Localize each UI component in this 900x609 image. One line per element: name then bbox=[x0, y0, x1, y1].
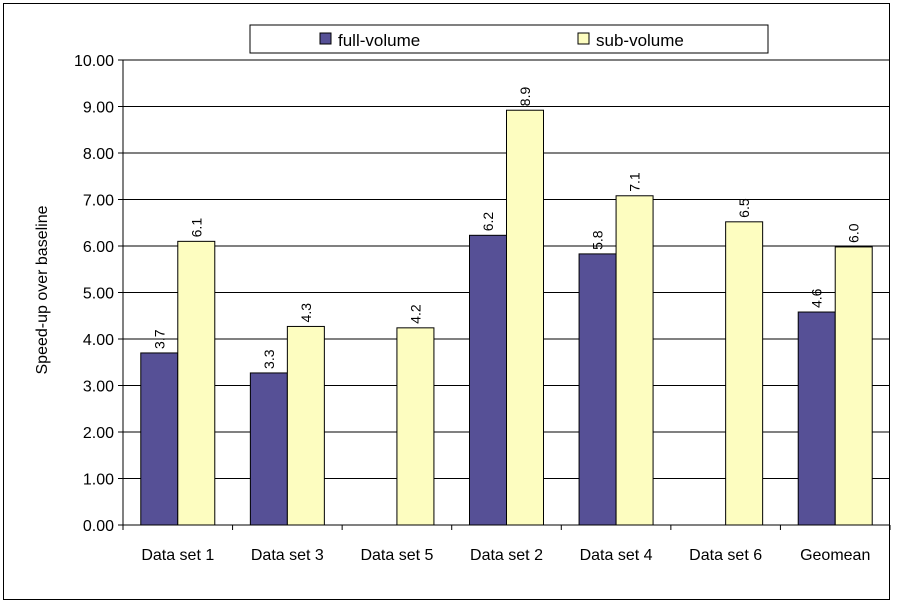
data-label-sub-volume: 4.3 bbox=[298, 303, 314, 323]
data-label-full-volume: 5.8 bbox=[590, 230, 606, 250]
bar-sub-volume bbox=[177, 240, 216, 526]
data-label-full-volume: 6.2 bbox=[480, 212, 496, 232]
bar-full-volume bbox=[578, 253, 617, 526]
axes bbox=[118, 59, 891, 530]
category-label: Data set 3 bbox=[251, 547, 324, 564]
legend-label-full-volume: full-volume bbox=[338, 31, 420, 50]
data-label-sub-volume: 8.9 bbox=[517, 87, 533, 107]
category-label: Data set 6 bbox=[689, 547, 762, 564]
legend-label-sub-volume: sub-volume bbox=[596, 31, 684, 50]
y-tick-label: 0.00 bbox=[83, 518, 114, 535]
bar-sub-volume bbox=[506, 109, 544, 526]
category-label: Data set 4 bbox=[580, 547, 653, 564]
labels: 0.00 1.00 2.00 3.00 4.00 5.00 6.00 7.00 8.00 9.00… bbox=[74, 53, 870, 564]
y-axis-title: Speed-up over baseline bbox=[34, 205, 51, 374]
data-label-sub-volume: 4.2 bbox=[407, 304, 423, 324]
bar-sub-volume bbox=[725, 221, 764, 526]
bar-full-volume bbox=[797, 311, 836, 526]
category-label: Data set 2 bbox=[470, 547, 543, 564]
data-label-sub-volume: 7.1 bbox=[627, 172, 643, 192]
y-tick-label: 8.00 bbox=[83, 146, 114, 163]
y-tick-label: 10.00 bbox=[74, 53, 114, 70]
bar-full-volume bbox=[249, 372, 288, 526]
legend-swatch-full-volume bbox=[319, 32, 332, 45]
y-tick-label: 6.00 bbox=[83, 239, 114, 256]
y-tick-label: 7.00 bbox=[83, 193, 114, 210]
data-label-sub-volume: 6.5 bbox=[736, 198, 752, 218]
y-tick-label: 3.00 bbox=[83, 379, 114, 396]
legend-box bbox=[249, 24, 769, 54]
data-label-sub-volume: 6.1 bbox=[188, 218, 204, 238]
bar-sub-volume bbox=[615, 195, 654, 526]
data-label-full-volume: 3.7 bbox=[151, 329, 167, 349]
legend: full-volume sub-volume bbox=[249, 24, 769, 54]
y-tick-label: 4.00 bbox=[83, 332, 114, 349]
category-label: Data set 1 bbox=[141, 547, 214, 564]
bar-full-volume bbox=[140, 352, 179, 526]
data-label-full-volume: 4.6 bbox=[809, 288, 825, 308]
category-label: Data set 5 bbox=[360, 547, 433, 564]
y-tick-label: 2.00 bbox=[83, 425, 114, 442]
bar-sub-volume bbox=[396, 327, 435, 526]
bar-full-volume bbox=[469, 234, 507, 526]
y-tick-label: 9.00 bbox=[83, 100, 114, 117]
y-tick-label: 5.00 bbox=[83, 286, 114, 303]
bar-sub-volume bbox=[834, 246, 873, 526]
bars bbox=[140, 109, 873, 526]
bar-sub-volume bbox=[286, 325, 325, 526]
category-label: Geomean bbox=[800, 547, 870, 564]
y-tick-label: 1.00 bbox=[83, 472, 114, 489]
data-label-sub-volume: 6.0 bbox=[846, 223, 862, 243]
legend-swatch-sub-volume bbox=[577, 32, 590, 45]
data-label-full-volume: 3.3 bbox=[261, 349, 277, 369]
